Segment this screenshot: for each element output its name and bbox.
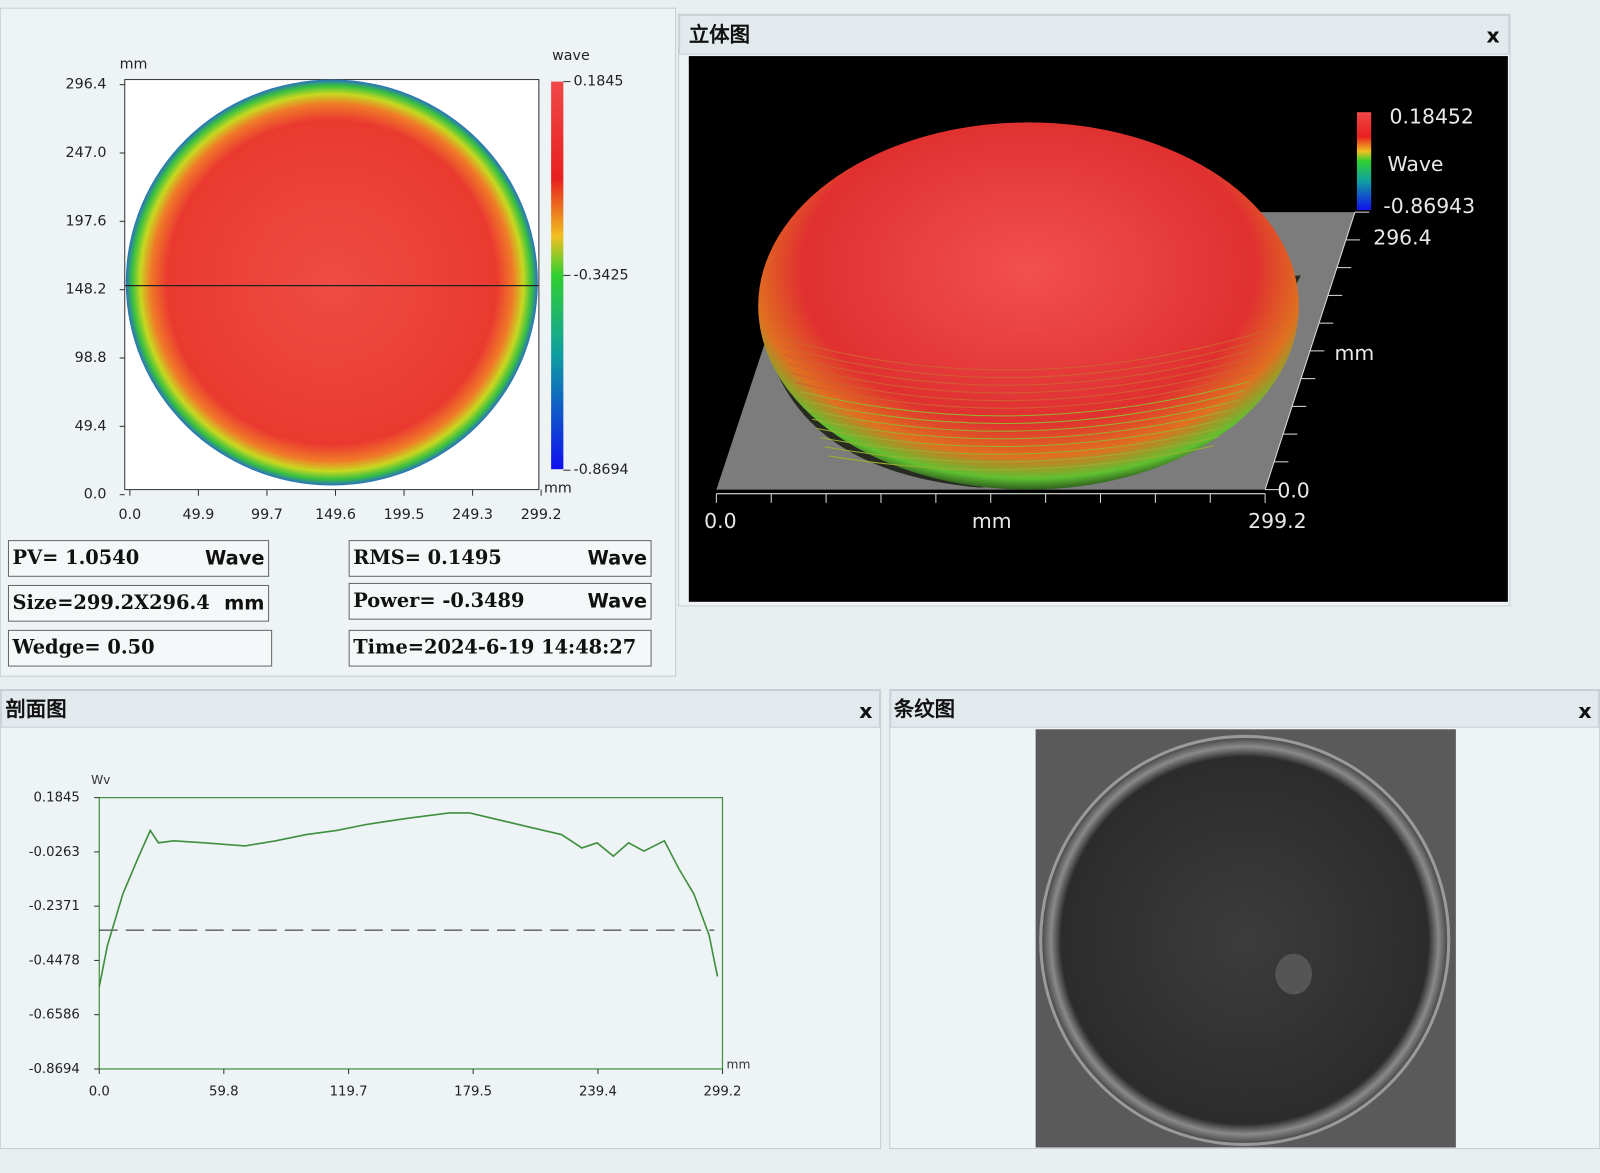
x-tick-label: 0.0 <box>89 1084 110 1099</box>
contour <box>808 399 1240 432</box>
axis-unit: mm <box>120 56 148 72</box>
y-tick-label: -0.0263 <box>29 845 80 860</box>
x-tick-label: 249.3 <box>452 507 493 523</box>
x-min-label: 0.0 <box>704 509 736 533</box>
colorbar-unit: Wave <box>1388 152 1444 176</box>
colorbar-tick-label: -0.8694 <box>574 462 629 478</box>
stat-box <box>7 584 270 622</box>
y-tick-label: 148.2 <box>66 282 107 298</box>
stat-unit: Wave <box>205 546 264 569</box>
stat-box <box>348 582 652 620</box>
stat-unit: mm <box>224 591 264 614</box>
y-tick-label: 0.1845 <box>34 791 80 806</box>
x-tick-label: 59.8 <box>209 1084 239 1099</box>
colorbar-3d <box>1356 112 1372 211</box>
stat-box <box>348 629 652 667</box>
y-tick-label: 247.0 <box>66 145 107 161</box>
contour <box>783 344 1271 386</box>
contour <box>803 390 1245 425</box>
x-tick-label: 99.7 <box>251 507 283 523</box>
fringe-spot <box>1275 953 1313 995</box>
colorbar-max: 0.18452 <box>1390 104 1474 128</box>
x-tick-label: 239.4 <box>579 1084 617 1099</box>
plot-frame <box>98 797 724 1070</box>
profile-line <box>98 812 719 987</box>
stat-value: Wedge= 0.50 <box>12 636 155 659</box>
colorbar-unit: wave <box>552 48 590 64</box>
contour <box>791 362 1261 402</box>
y-tick-label: 0.0 <box>84 487 107 503</box>
panel-title: 条纹图 <box>894 697 955 721</box>
y-min-label: 0.0 <box>1277 479 1309 503</box>
colorbar-tick-label: 0.1845 <box>574 74 624 90</box>
contour <box>779 335 1276 379</box>
x-tick-label: 0.0 <box>119 507 142 523</box>
x-tick-label: 49.9 <box>183 507 215 523</box>
x-axis-label: mm <box>727 1057 751 1071</box>
axis-unit: mm <box>544 481 572 497</box>
profile-titlebar <box>0 690 881 728</box>
stat-value: PV= 1.0540 <box>13 546 140 569</box>
y-max-label: 296.4 <box>1373 226 1431 250</box>
y-tick-label: -0.8694 <box>29 1062 80 1077</box>
fringe-disc <box>1039 734 1451 1146</box>
stat-value: Size=299.2X296.4 <box>13 591 210 614</box>
stat-value: RMS= 0.1495 <box>353 546 502 569</box>
stat-unit: Wave <box>588 589 647 612</box>
y-tick-label: -0.6586 <box>29 1008 80 1023</box>
contour <box>775 325 1281 371</box>
panel-title: 立体图 <box>689 23 750 47</box>
y-tick-label: -0.2371 <box>29 899 80 914</box>
x-tick-label: 119.7 <box>330 1084 368 1099</box>
close-button[interactable]: x <box>1487 24 1500 48</box>
contour <box>828 445 1215 471</box>
contour <box>824 436 1220 463</box>
y-axis-label: Wv <box>91 773 110 787</box>
colorbar-min: -0.86943 <box>1383 194 1475 218</box>
contour <box>799 380 1250 417</box>
x-unit: mm <box>972 509 1012 533</box>
stat-box <box>7 629 273 667</box>
x-tick-label: 179.5 <box>454 1084 492 1099</box>
stat-unit: Wave <box>588 546 647 569</box>
colorbar-tick-label: -0.3425 <box>574 267 629 283</box>
y-unit: mm <box>1334 341 1374 365</box>
stat-box <box>348 540 652 577</box>
y-tick-label: 98.8 <box>75 350 107 366</box>
y-tick-label: -0.4478 <box>29 953 80 968</box>
stat-value: Power= -0.3489 <box>353 589 524 612</box>
close-button[interactable]: x <box>859 699 872 723</box>
x-tick-label: 299.2 <box>704 1084 742 1099</box>
x-tick-label: 199.5 <box>384 507 425 523</box>
x-max-label: 299.2 <box>1248 509 1306 533</box>
fringe-titlebar <box>890 690 1600 728</box>
stat-box <box>7 540 270 577</box>
contour <box>820 426 1225 455</box>
profile-panel <box>0 689 882 1150</box>
panel-title: 剖面图 <box>5 697 66 721</box>
surface-disc <box>125 79 538 486</box>
contour <box>812 408 1235 440</box>
contour <box>787 353 1266 394</box>
close-button[interactable]: x <box>1578 699 1591 723</box>
stat-value: Time=2024-6-19 14:48:27 <box>353 636 636 659</box>
view-3d-titlebar <box>679 14 1510 55</box>
dome-top <box>758 122 1299 490</box>
x-tick-label: 299.2 <box>521 507 562 523</box>
contour <box>795 371 1256 409</box>
y-tick-label: 49.4 <box>75 418 107 434</box>
colorbar <box>551 81 564 470</box>
y-tick-label: 296.4 <box>66 77 107 93</box>
x-tick-label: 149.6 <box>315 507 356 523</box>
y-tick-label: 197.6 <box>66 213 107 229</box>
contour <box>816 417 1230 448</box>
